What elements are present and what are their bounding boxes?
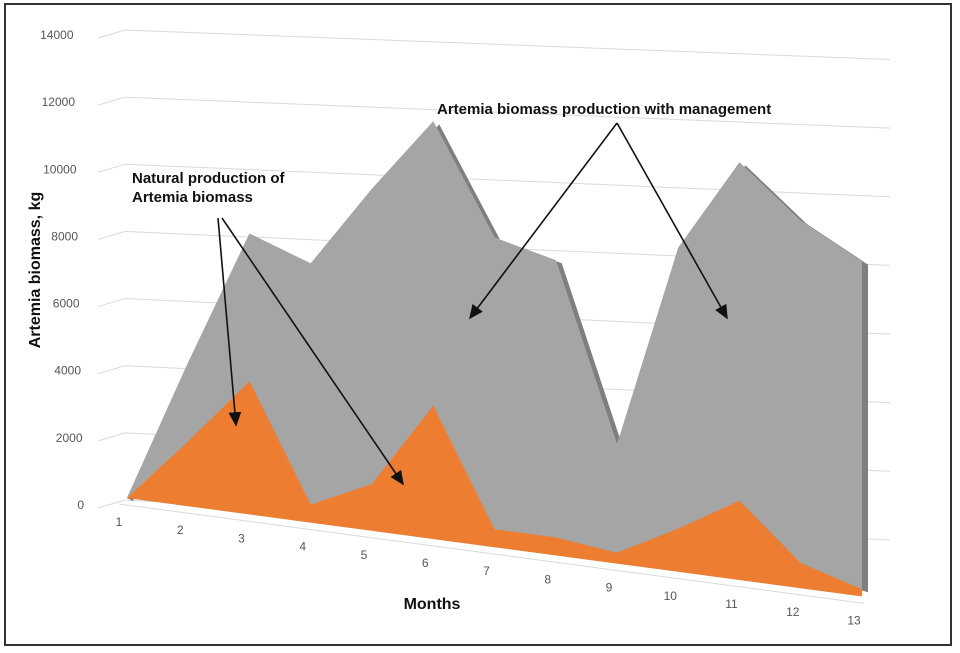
annotation-management: Artemia biomass production with manageme…	[437, 101, 771, 118]
gridline	[97, 163, 891, 198]
series-natural-area	[127, 381, 862, 597]
arrow-management-right	[616, 122, 728, 320]
gridline	[97, 230, 891, 266]
x-tick-label: 11	[725, 597, 738, 611]
series-managed-side	[862, 261, 868, 593]
gridline	[97, 29, 891, 60]
arrow-natural-right	[221, 217, 404, 486]
y-tick-label: 4000	[54, 364, 81, 378]
x-tick-label: 12	[786, 605, 800, 619]
annotation-natural-line1: Natural production of	[132, 170, 285, 187]
arrow-natural-left	[217, 217, 242, 427]
y-tick-label: 14000	[40, 28, 74, 42]
y-tick-label: 2000	[56, 431, 83, 445]
x-axis-line	[118, 503, 865, 604]
gridline	[97, 298, 891, 335]
x-tick-label: 13	[847, 613, 861, 627]
x-tick-label: 8	[544, 572, 551, 586]
chart-frame	[4, 3, 952, 646]
y-tick-label: 10000	[43, 162, 77, 176]
annotation-natural-line2: Artemia biomass	[132, 189, 253, 206]
x-tick-label: 3	[238, 531, 245, 545]
x-axis-label: Months	[404, 596, 461, 613]
y-tick-label: 12000	[42, 95, 76, 109]
y-tick-label: 6000	[53, 297, 80, 311]
x-tick-label: 6	[422, 556, 429, 570]
x-tick-label: 9	[606, 581, 613, 595]
arrow-management-left	[469, 122, 618, 320]
y-tick-label: 0	[77, 498, 84, 512]
x-tick-label: 5	[361, 548, 368, 562]
x-tick-label: 7	[483, 564, 490, 578]
y-tick-label: 8000	[51, 229, 78, 243]
gridline	[97, 96, 891, 129]
x-tick-label: 4	[299, 540, 306, 554]
series-managed-area	[127, 121, 862, 597]
x-tick-label: 2	[177, 523, 184, 537]
x-tick-label: 1	[116, 515, 123, 529]
y-axis-label: Artemia biomass, kg	[27, 192, 44, 349]
x-tick-label: 10	[664, 589, 678, 603]
